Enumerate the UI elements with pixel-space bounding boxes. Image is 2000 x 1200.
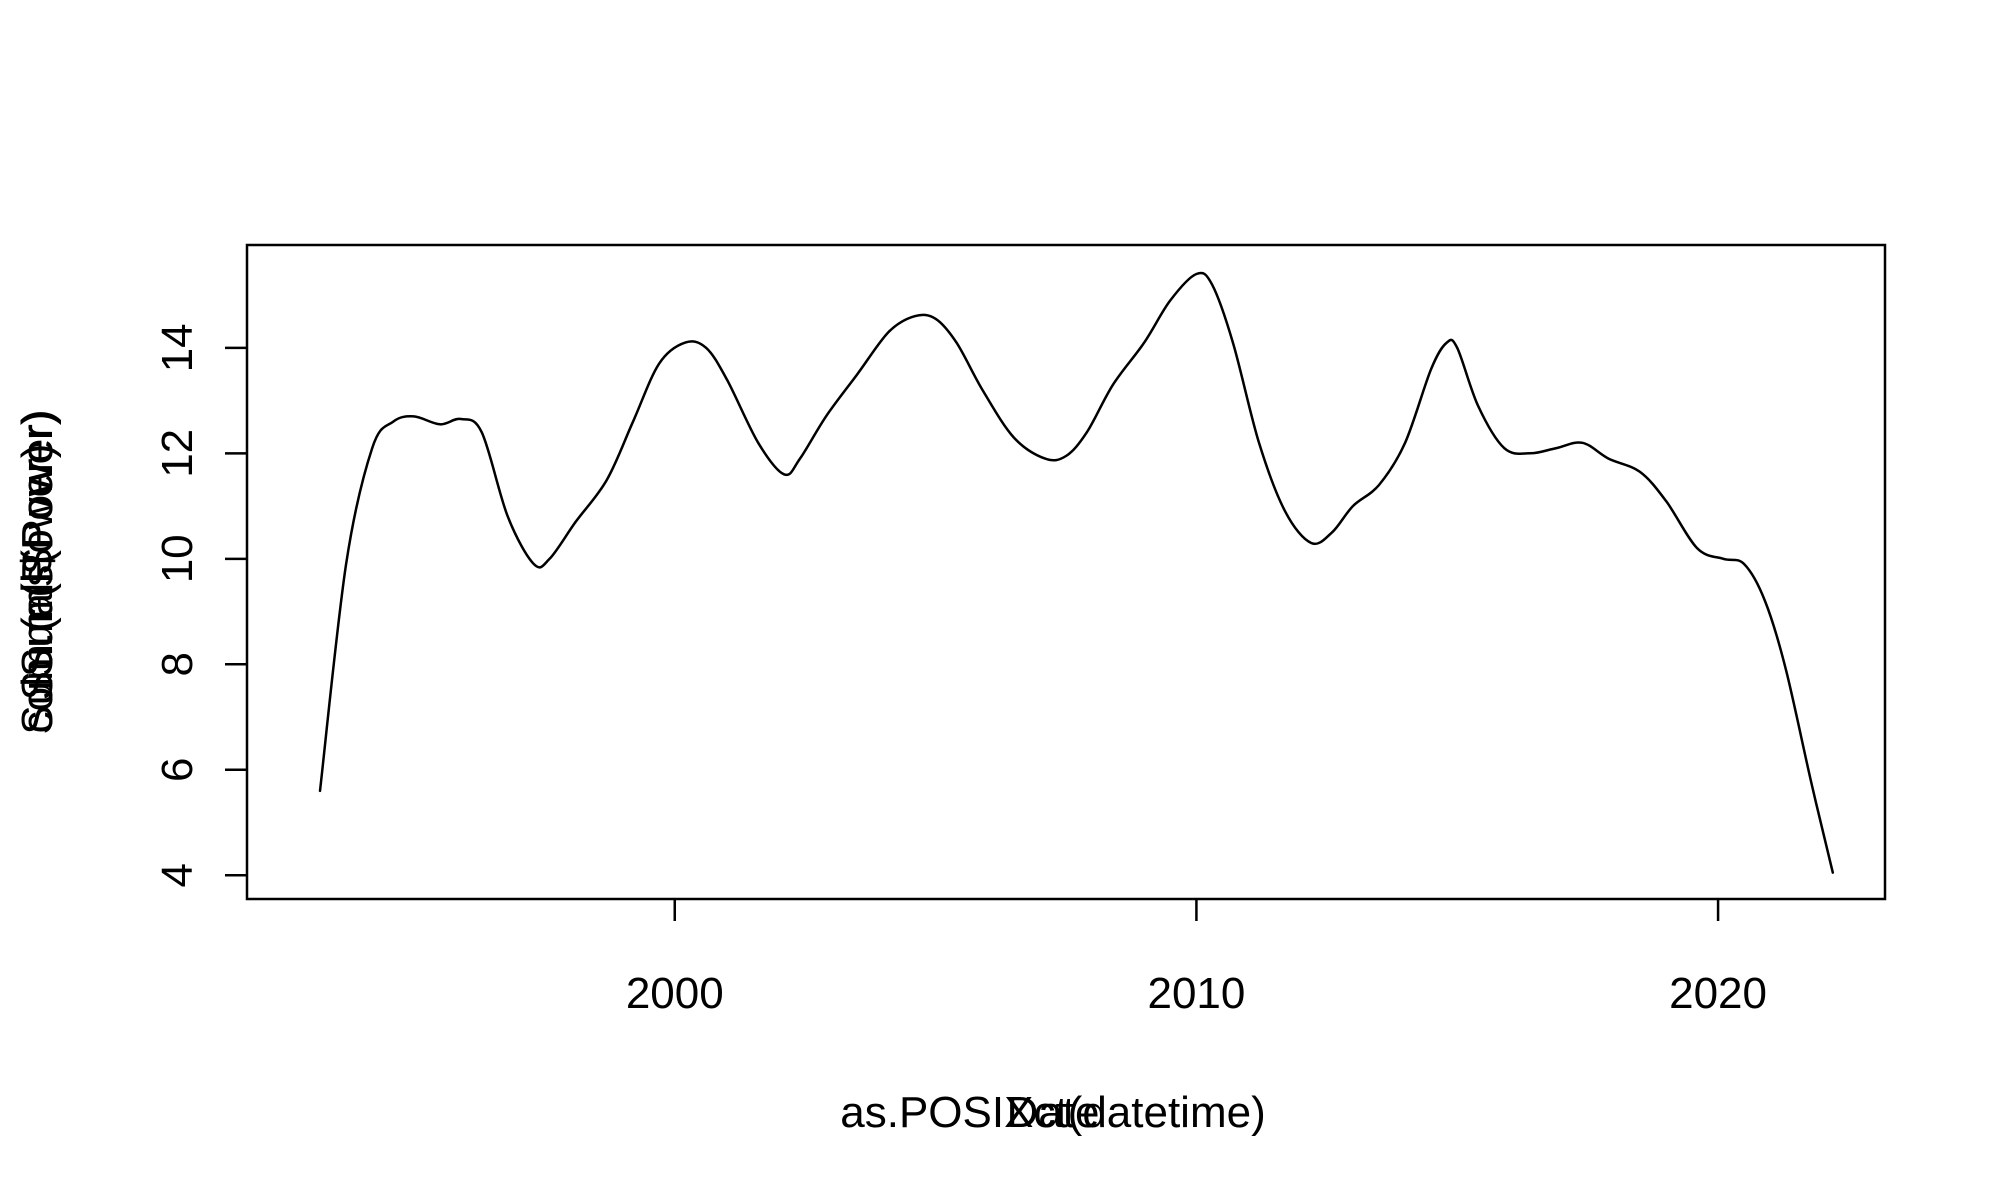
y-tick-label: 4 [153, 863, 202, 887]
x-tick-label: 2010 [1147, 969, 1245, 1018]
x-axis-label: as.POSIXct(datetime) [840, 1088, 1265, 1137]
plot-frame [245, 243, 1887, 901]
y-tick-label: 6 [153, 758, 202, 782]
y-axis-label: colSums(Power) [13, 411, 62, 734]
y-tick-label: 8 [153, 652, 202, 676]
x-tick-label: 2000 [626, 969, 724, 1018]
y-tick-label: 14 [153, 323, 202, 372]
x-axis: 2000 2010 2020 [626, 899, 1767, 1018]
x-tick-label: 2020 [1669, 969, 1767, 1018]
y-axis: 4 6 8 10 12 14 [153, 323, 247, 888]
y-tick-label: 10 [153, 534, 202, 583]
data-series-line [318, 271, 1835, 874]
x-axis-label-overlay: Date [1007, 1088, 1100, 1137]
y-axis-label-overlay: Sum.(Power) [13, 444, 62, 701]
y-tick-label: 12 [153, 429, 202, 478]
y-axis-label-overlay: Sum.(all$Power) [13, 409, 62, 734]
